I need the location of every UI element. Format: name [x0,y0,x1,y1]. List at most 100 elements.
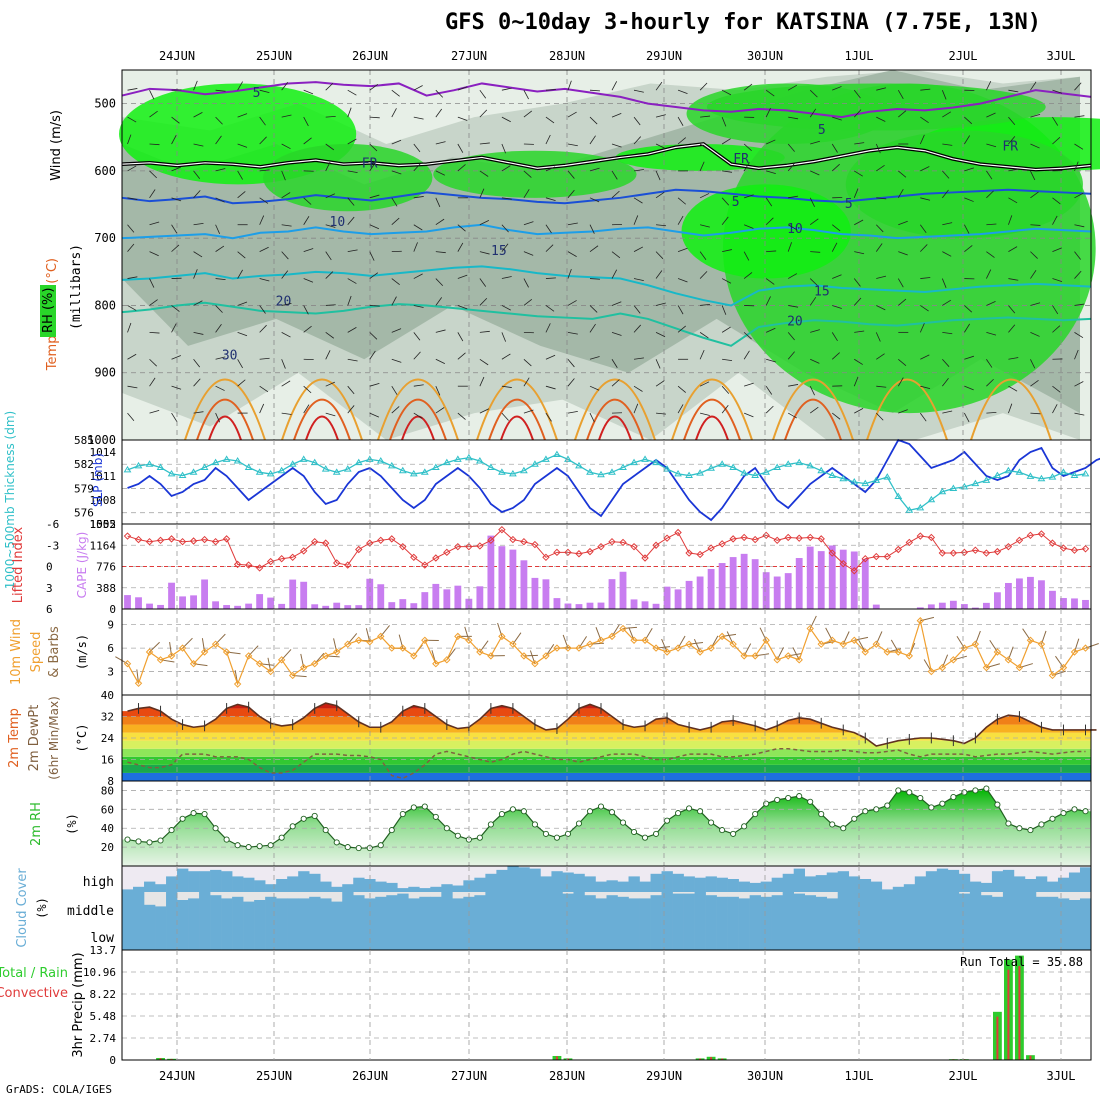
wind-barb [347,107,352,118]
li-point [421,561,429,569]
thickness-axis-label: 1000~500mb Thickness (dm) [3,411,17,589]
wind-barb [259,136,267,145]
wind-barb [457,143,464,153]
cloud-bar-low [650,924,662,950]
wind-barb [479,109,488,118]
wind-barb [325,412,336,417]
cape-bar [762,572,770,609]
cloud-bar-high [342,884,354,892]
cloud-bar-middle [749,895,761,924]
cloud-bar-low [738,924,750,950]
wind-barb [1052,247,1062,253]
thickness-point [949,484,958,491]
rh-point [355,845,362,852]
cloud-bar-low [892,924,905,950]
thickness-point [1015,468,1024,475]
wind-barb [1052,116,1059,126]
wind-barb [1030,224,1041,226]
wind-speed-point [938,663,947,672]
isotherm-label: 5 [732,195,740,210]
thickness-tick-label: 579 [74,482,94,495]
thickness-point [927,495,936,503]
thickness-point [1004,466,1013,474]
wind-barb [149,278,155,288]
rh-point [641,834,649,841]
li-point [927,533,936,542]
wind-speed-point [971,640,980,648]
wind-barb [171,166,181,172]
wind-barb [721,89,732,96]
li-point [1026,531,1035,540]
wind-barb [303,325,312,333]
wind-barb [501,412,509,421]
cloud-bar-high [243,877,255,892]
rh-tick-label: 60 [101,803,114,816]
convective-bar [566,1058,569,1060]
wind-barb [391,328,402,333]
cloud-bar-low [496,924,508,950]
cloud-bar-low [837,924,850,950]
wind-barb [986,301,996,306]
wind-barb [237,251,246,259]
wind-speed-point [905,652,914,660]
wind-barb [633,403,639,414]
rh-point [1082,808,1089,815]
li-point [828,549,836,557]
cloud-bar-high [232,876,244,892]
dewpt-axis-label: 2m DewPt [27,705,42,772]
cape-bar [619,571,627,609]
rh-point [884,802,891,809]
wind-barb [765,107,771,118]
isotherm-label: FR [733,152,749,167]
cloud-bar-middle [848,892,861,924]
cloud-bar-middle [771,895,783,924]
precip-axis-label: 3hr Precip (mm) [71,952,86,1057]
cloud-bar-high [980,882,993,892]
wind-barb [722,170,733,173]
convective-bar [1007,969,1010,1060]
wind-barb [281,192,291,199]
wind-speed-point [641,636,649,644]
wind-speed-point [377,632,385,641]
cloud-bar-low [1024,924,1037,950]
wind-speed-point [167,652,176,660]
cloud-bar-high [430,886,442,892]
cloud-bar-low [925,924,938,950]
wind-speed-point [531,660,539,668]
wind-barb [259,324,267,333]
rh-point [278,834,285,841]
wind-barb [699,381,710,387]
li-point [685,549,693,557]
wind-barb [655,359,661,369]
convective-bar [555,1056,558,1060]
cloud-bar-low [980,924,993,950]
wind-barb [787,242,792,252]
wind-barb [567,170,575,179]
li-point [211,538,220,546]
li-point [817,535,825,543]
wind-barb [501,353,511,360]
li-point [652,541,660,549]
rh-point [520,808,527,815]
rh-point [653,830,660,837]
wind-barb [391,108,397,118]
li-point [145,538,154,546]
thickness-point [740,469,749,476]
cloud-bar-middle [485,892,497,924]
wind-barb [303,278,314,283]
wind-barb [281,143,291,150]
wind-barb [303,385,312,394]
cape-bar [146,603,153,609]
thickness-point [883,473,892,480]
wind-barb [127,353,137,360]
wind-speed-point [773,656,781,664]
thickness-point [608,468,616,475]
wind-barb [149,251,159,257]
cloud-bar-high [408,886,420,892]
cloud-bar-middle [419,896,431,924]
wind-barb [1008,357,1019,360]
cape-bar [1071,598,1078,609]
rh-point [223,836,230,843]
thickness-point [167,469,176,477]
wind-barb [787,143,795,152]
